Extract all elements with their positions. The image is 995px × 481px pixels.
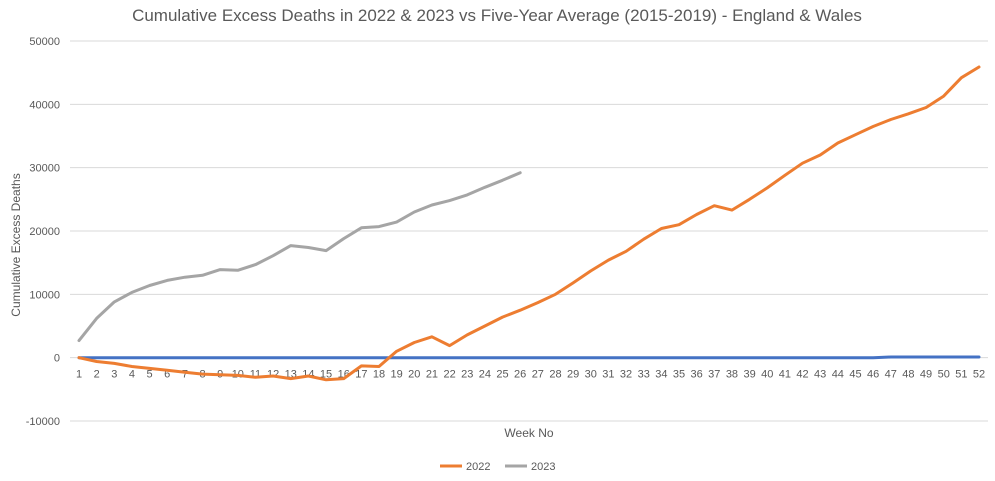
x-tick-label: 21 — [426, 369, 438, 381]
y-tick-label: -10000 — [26, 416, 60, 428]
x-tick-label: 24 — [479, 369, 491, 381]
x-tick-label: 45 — [849, 369, 861, 381]
x-tick-label: 30 — [585, 369, 597, 381]
x-tick-label: 29 — [567, 369, 579, 381]
gridlines — [70, 41, 988, 421]
y-tick-label: 30000 — [29, 163, 60, 175]
x-tick-label: 50 — [938, 369, 950, 381]
y-tick-label: 20000 — [29, 226, 60, 238]
x-tick-label: 22 — [443, 369, 455, 381]
x-tick-label: 33 — [638, 369, 650, 381]
baseline-series-line — [79, 357, 979, 358]
x-tick-label: 43 — [814, 369, 826, 381]
x-tick-label: 47 — [885, 369, 897, 381]
legend-label-2023: 2023 — [531, 461, 555, 473]
y-axis-title: Cumulative Excess Deaths — [9, 173, 23, 316]
x-tick-label: 49 — [920, 369, 932, 381]
x-tick-label: 51 — [955, 369, 967, 381]
x-tick-label: 3 — [111, 369, 117, 381]
x-tick-label: 42 — [796, 369, 808, 381]
x-tick-label: 25 — [496, 369, 508, 381]
x-tick-label: 38 — [726, 369, 738, 381]
x-tick-label: 44 — [832, 369, 844, 381]
x-tick-label: 52 — [973, 369, 985, 381]
x-tick-label: 46 — [867, 369, 879, 381]
x-axis-title: Week No — [504, 426, 553, 440]
x-tick-label: 34 — [655, 369, 667, 381]
x-tick-label: 41 — [779, 369, 791, 381]
legend-label-2022: 2022 — [466, 461, 490, 473]
x-tick-label: 36 — [691, 369, 703, 381]
x-tick-label: 40 — [761, 369, 773, 381]
y-tick-label: 50000 — [29, 36, 60, 48]
x-tick-label: 11 — [250, 369, 261, 381]
x-tick-label: 23 — [461, 369, 473, 381]
x-tick-label: 2 — [94, 369, 100, 381]
x-tick-label: 48 — [902, 369, 914, 381]
y-tick-label: 40000 — [29, 99, 60, 111]
y-tick-label: 0 — [54, 353, 60, 365]
y-tick-label: 10000 — [29, 289, 60, 301]
x-tick-label: 1 — [76, 369, 82, 381]
chart-title: Cumulative Excess Deaths in 2022 & 2023 … — [132, 6, 862, 25]
x-tick-label: 20 — [408, 369, 420, 381]
series-line-2022 — [79, 67, 979, 380]
x-tick-label: 35 — [673, 369, 685, 381]
x-tick-label: 5 — [147, 369, 153, 381]
x-tick-label: 39 — [743, 369, 755, 381]
x-tick-label: 26 — [514, 369, 526, 381]
y-axis-ticks: -10000 0 10000 20000 30000 40000 50000 — [26, 36, 60, 428]
x-tick-label: 27 — [532, 369, 544, 381]
x-tick-label: 4 — [129, 369, 135, 381]
x-tick-label: 19 — [391, 369, 403, 381]
x-tick-label: 28 — [549, 369, 561, 381]
x-tick-label: 37 — [708, 369, 720, 381]
series-lines — [79, 67, 979, 380]
x-tick-label: 31 — [602, 369, 614, 381]
x-tick-label: 18 — [373, 369, 385, 381]
legend: 2022 2023 — [440, 461, 555, 473]
x-tick-label: 32 — [620, 369, 632, 381]
series-line-2023 — [79, 173, 520, 341]
